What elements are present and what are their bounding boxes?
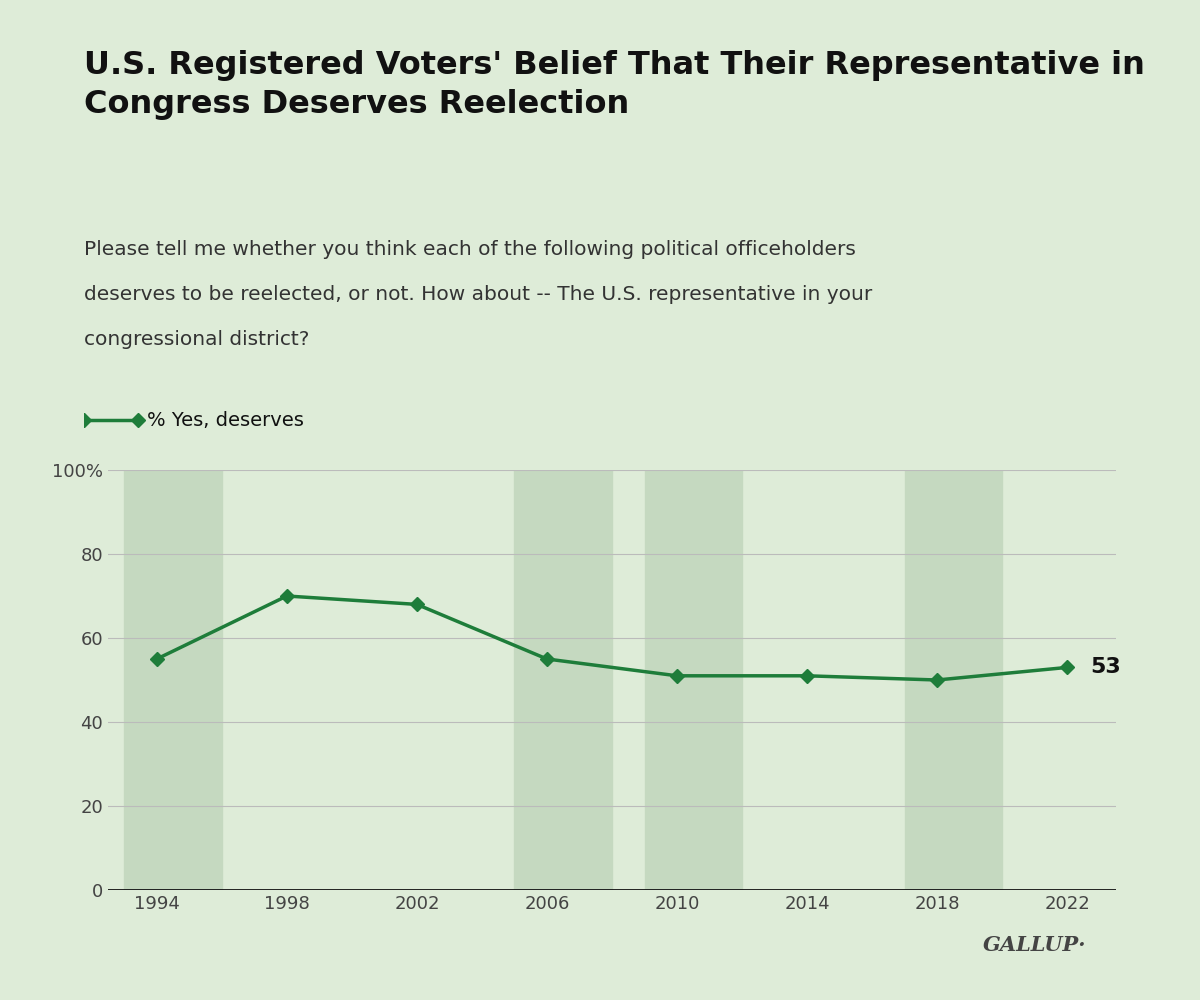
Text: GALLUP·: GALLUP·: [983, 935, 1086, 955]
Bar: [905, 470, 1002, 890]
Text: congressional district?: congressional district?: [84, 330, 310, 349]
Text: % Yes, deserves: % Yes, deserves: [148, 410, 304, 430]
Text: U.S. Registered Voters' Belief That Their Representative in
Congress Deserves Re: U.S. Registered Voters' Belief That Thei…: [84, 50, 1145, 120]
Text: deserves to be reelected, or not. How about -- The U.S. representative in your: deserves to be reelected, or not. How ab…: [84, 285, 872, 304]
Bar: [125, 470, 222, 890]
Text: Please tell me whether you think each of the following political officeholders: Please tell me whether you think each of…: [84, 240, 856, 259]
Bar: [644, 470, 742, 890]
Text: 53: 53: [1090, 657, 1121, 677]
Bar: [515, 470, 612, 890]
